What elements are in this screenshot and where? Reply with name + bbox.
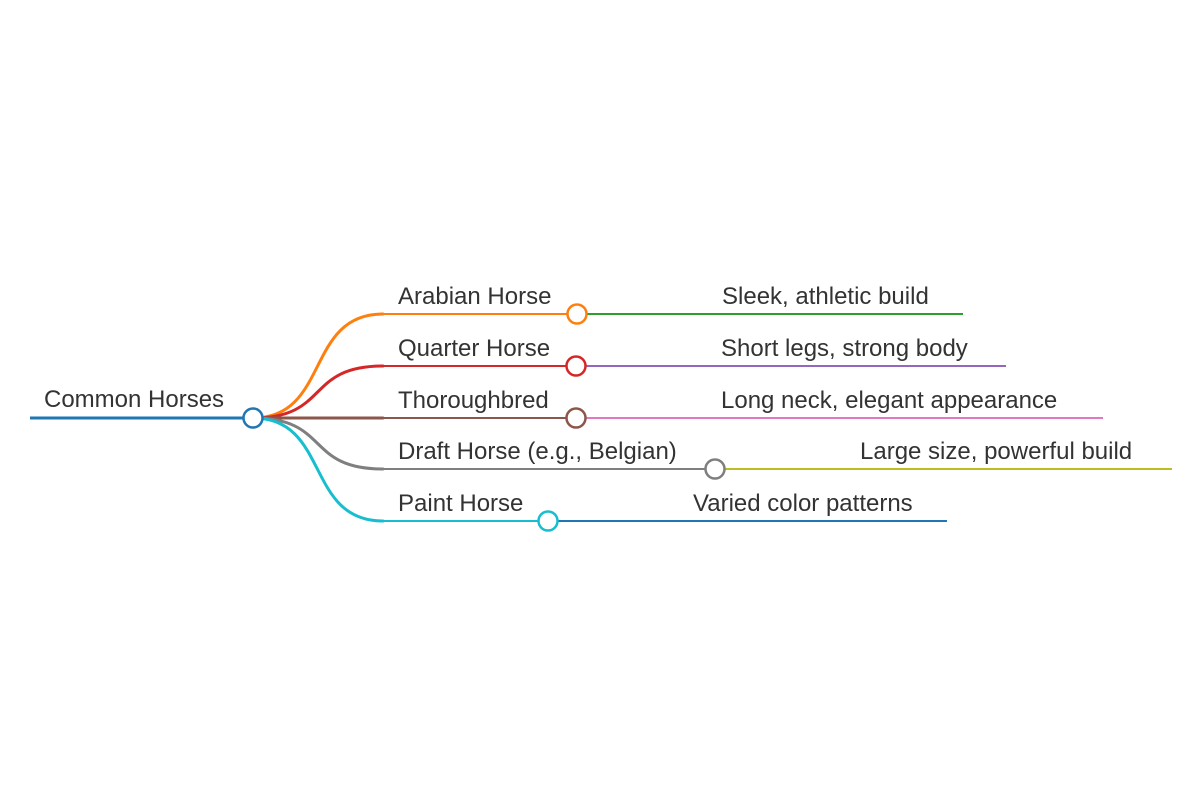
branch-node-circle-0[interactable]: [566, 303, 588, 325]
branch-label-3: Draft Horse (e.g., Belgian): [398, 438, 677, 465]
child-label-3: Large size, powerful build: [860, 438, 1132, 465]
branches-layer: Arabian Horse Sleek, athletic build Quarte…: [383, 283, 1172, 532]
branch-node-3[interactable]: Draft Horse (e.g., Belgian) Large size, p…: [383, 438, 1172, 480]
edge-root-to-branch-4: [251, 416, 385, 523]
branch-node-2[interactable]: Thoroughbred Long neck, elegant appearanc…: [383, 387, 1103, 429]
child-label-0: Sleek, athletic build: [722, 283, 929, 310]
branch-node-1[interactable]: Quarter Horse Short legs, strong body: [383, 335, 1006, 377]
branch-node-4[interactable]: Paint Horse Varied color patterns: [383, 490, 947, 532]
branch-label-4: Paint Horse: [398, 490, 523, 517]
edges-layer: [251, 312, 385, 523]
root-node[interactable]: Common Horses: [30, 386, 253, 420]
branch-node-0[interactable]: Arabian Horse Sleek, athletic build: [383, 283, 963, 325]
edge-root-to-branch-1: [251, 364, 385, 420]
root-label: Common Horses: [44, 386, 224, 413]
child-label-2: Long neck, elegant appearance: [721, 387, 1057, 414]
branch-node-circle-2[interactable]: [565, 407, 587, 429]
child-label-1: Short legs, strong body: [721, 335, 968, 362]
branch-label-0: Arabian Horse: [398, 283, 551, 310]
branch-node-circle-3[interactable]: [704, 458, 726, 480]
edge-root-to-branch-3: [251, 416, 385, 471]
branch-label-2: Thoroughbred: [398, 387, 549, 414]
branch-node-circle-4[interactable]: [537, 510, 559, 532]
edge-root-to-branch-0: [251, 312, 385, 420]
branch-label-1: Quarter Horse: [398, 335, 550, 362]
child-label-4: Varied color patterns: [693, 490, 913, 517]
root-node-circle[interactable]: [242, 407, 264, 429]
branch-node-circle-1[interactable]: [565, 355, 587, 377]
